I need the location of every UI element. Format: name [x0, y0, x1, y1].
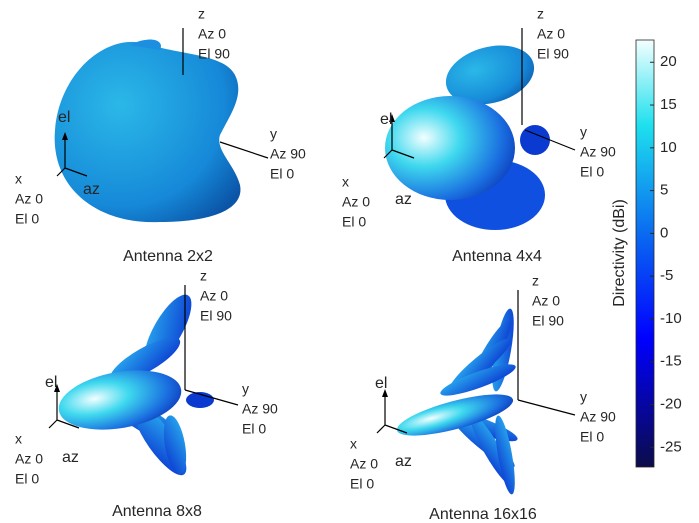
x-axis-label: x: [15, 171, 22, 187]
y-axis-label: El 0: [242, 421, 266, 437]
y-axis-label: El 0: [270, 166, 294, 182]
colorbar-tick-label: -20: [660, 396, 682, 413]
z-axis-label: El 90: [198, 46, 230, 62]
y-axis-label: Az 90: [580, 144, 616, 160]
y-axis-label: El 0: [580, 164, 604, 180]
z-axis-label: z: [198, 6, 205, 22]
z-axis-label: Az 0: [198, 26, 226, 42]
z-axis-label: Az 0: [532, 293, 560, 309]
x-axis-label: x: [350, 436, 357, 452]
z-axis-label: z: [200, 268, 207, 284]
y-axis: [220, 142, 268, 158]
az-label: az: [395, 453, 412, 470]
x-axis-label: Az 0: [350, 456, 378, 472]
panel-title: Antenna 16x16: [429, 506, 537, 523]
x-axis-label: El 0: [15, 471, 39, 487]
panel-title: Antenna 4x4: [452, 248, 542, 265]
x-axis-label: El 0: [15, 211, 39, 227]
colorbar-tick-label: -15: [660, 353, 682, 370]
z-axis-label: El 90: [537, 46, 569, 62]
colorbar-tick-label: 10: [660, 139, 677, 156]
el-label: el: [380, 111, 392, 128]
y-axis-label: Az 90: [270, 146, 306, 162]
colorbar-label: Directivity (dBi): [611, 199, 628, 307]
colorbar-tick-label: -25: [660, 438, 682, 455]
colorbar-tick-label: 20: [660, 53, 677, 70]
colorbar-tick-label: -10: [660, 310, 682, 327]
z-axis-label: El 90: [200, 308, 232, 324]
x-axis-label: x: [342, 174, 349, 190]
x-axis-label: Az 0: [342, 194, 370, 210]
el-label: el: [375, 375, 387, 392]
x-axis-label: Az 0: [15, 191, 43, 207]
z-axis-label: El 90: [532, 313, 564, 329]
colorbar-tick-label: -5: [660, 267, 673, 284]
x-axis-label: El 0: [350, 476, 374, 492]
y-axis-label: Az 90: [580, 409, 616, 425]
z-axis-label: z: [532, 273, 539, 289]
panel-title: Antenna 2x2: [123, 248, 213, 265]
x-axis-label: El 0: [342, 214, 366, 230]
x-axis-label: x: [15, 431, 22, 447]
az-label: az: [62, 449, 79, 466]
az-label: az: [83, 181, 100, 198]
y-axis: [518, 400, 575, 415]
colorbar-tick-label: 0: [660, 224, 668, 241]
y-axis-label: y: [580, 124, 587, 140]
az-label: az: [395, 191, 412, 208]
el-label: el: [58, 109, 70, 126]
figure: Directivity (dBi) Antenna 2x2 z Az 0 El 90 y…: [0, 0, 699, 523]
colorbar: [636, 40, 654, 467]
colorbar-tick-label: 15: [660, 96, 677, 113]
z-axis-label: z: [537, 6, 544, 22]
y-axis-label: El 0: [580, 429, 604, 445]
panel-title: Antenna 8x8: [112, 503, 202, 520]
y-axis-label: y: [242, 381, 249, 397]
y-axis-label: y: [580, 389, 587, 405]
pattern-16x16: [393, 307, 520, 495]
el-label: el: [45, 374, 57, 391]
colorbar-tick-label: 5: [660, 182, 668, 199]
x-axis-label: Az 0: [15, 451, 43, 467]
z-axis-label: Az 0: [200, 288, 228, 304]
z-axis-label: Az 0: [537, 26, 565, 42]
y-axis-label: y: [270, 126, 277, 142]
y-axis-label: Az 90: [242, 401, 278, 417]
